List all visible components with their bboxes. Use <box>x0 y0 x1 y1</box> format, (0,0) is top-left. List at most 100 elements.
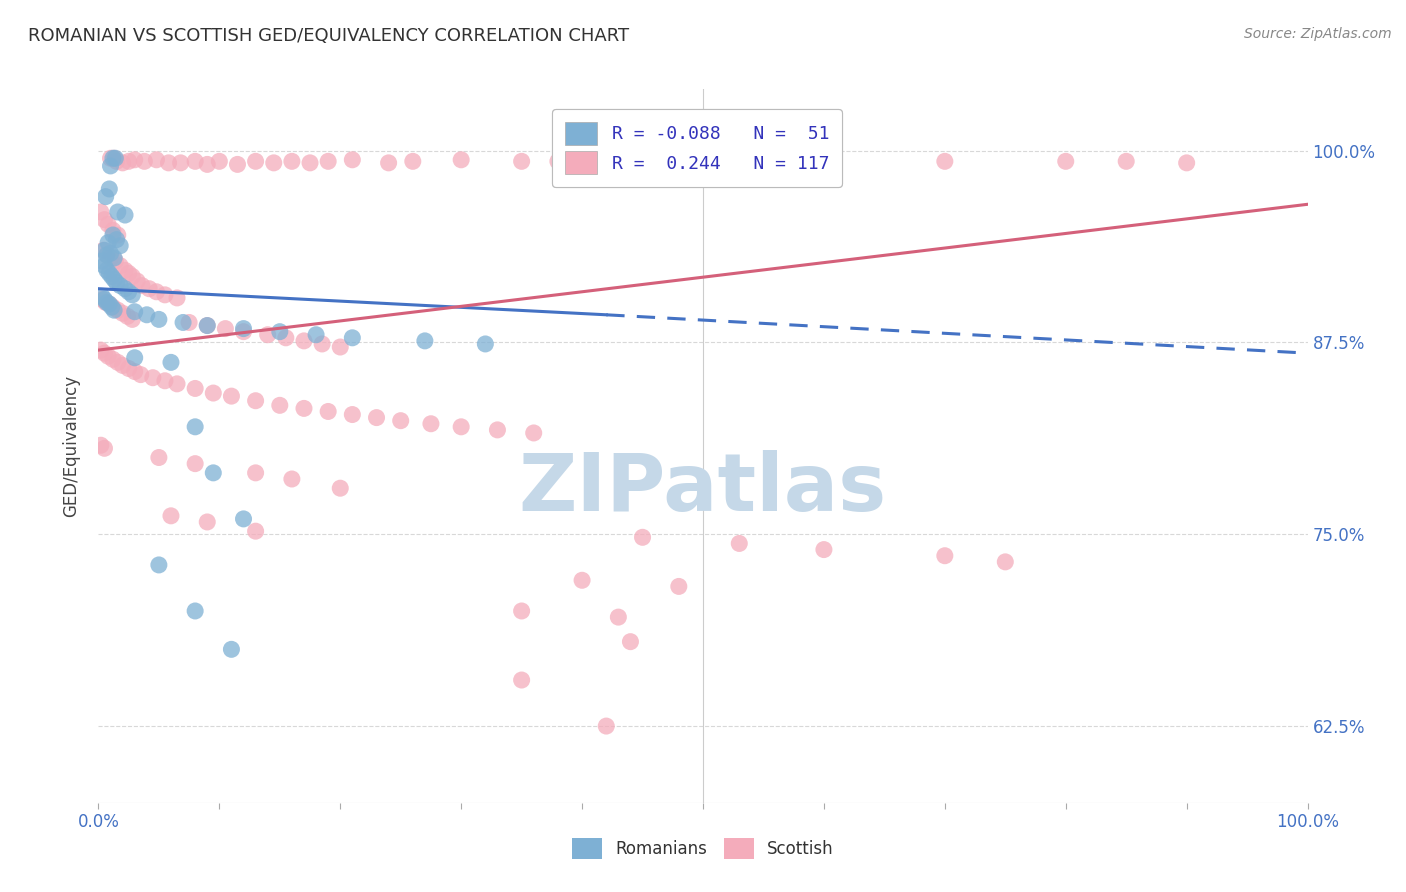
Point <box>97 217 120 231</box>
Point <box>166 291 188 305</box>
Text: ROMANIAN VS SCOTTISH GED/EQUIVALENCY CORRELATION CHART: ROMANIAN VS SCOTTISH GED/EQUIVALENCY COR… <box>28 27 630 45</box>
Point <box>96 248 118 262</box>
Point <box>108 259 131 273</box>
Point <box>94 189 117 203</box>
Point <box>98 297 121 311</box>
Point <box>138 282 160 296</box>
Point <box>105 154 128 169</box>
Point <box>91 254 114 268</box>
Point <box>1175 156 1198 170</box>
Point <box>131 278 153 293</box>
Point <box>121 312 143 326</box>
Y-axis label: GED/Equivalency: GED/Equivalency <box>62 375 80 517</box>
Point <box>226 157 249 171</box>
Point <box>221 642 243 657</box>
Point <box>934 154 956 169</box>
Point <box>160 355 183 369</box>
Point <box>402 154 425 169</box>
Point <box>124 304 146 318</box>
Point <box>101 151 124 165</box>
Point <box>269 325 291 339</box>
Point <box>124 351 146 365</box>
Point <box>101 227 124 242</box>
Point <box>145 153 167 167</box>
Point <box>118 285 141 299</box>
Point <box>107 355 129 369</box>
Point <box>292 401 315 416</box>
Point <box>619 634 641 648</box>
Point <box>97 235 120 250</box>
Point <box>413 334 436 348</box>
Point <box>118 266 141 280</box>
Point <box>153 288 176 302</box>
Point <box>107 205 129 219</box>
Legend: Romanians, Scottish: Romanians, Scottish <box>565 831 841 866</box>
Text: Source: ZipAtlas.com: Source: ZipAtlas.com <box>1244 27 1392 41</box>
Point <box>1054 154 1077 169</box>
Point <box>118 154 141 169</box>
Point <box>103 272 125 286</box>
Point <box>202 466 225 480</box>
Point <box>195 318 218 333</box>
Point <box>91 244 114 258</box>
Point <box>98 266 121 280</box>
Point <box>292 334 315 348</box>
Point <box>813 156 835 170</box>
Point <box>342 331 364 345</box>
Point <box>316 404 339 418</box>
Point <box>153 374 176 388</box>
Point <box>129 368 152 382</box>
Point <box>111 306 134 320</box>
Point <box>179 316 201 330</box>
Point <box>114 208 136 222</box>
Point <box>96 295 118 310</box>
Point <box>195 515 218 529</box>
Point <box>184 154 207 169</box>
Point <box>107 227 129 242</box>
Point <box>813 542 835 557</box>
Point <box>214 321 236 335</box>
Point <box>114 282 136 296</box>
Point <box>105 233 128 247</box>
Point <box>135 308 157 322</box>
Point <box>111 156 134 170</box>
Point <box>100 151 122 165</box>
Point <box>117 310 139 324</box>
Point <box>90 438 112 452</box>
Point <box>145 285 167 299</box>
Point <box>169 156 191 170</box>
Point <box>148 450 170 465</box>
Point <box>232 321 254 335</box>
Point <box>114 263 136 277</box>
Point <box>103 151 125 165</box>
Point <box>221 389 243 403</box>
Point <box>103 303 125 318</box>
Point <box>93 244 115 258</box>
Point <box>245 466 267 480</box>
Point <box>281 472 304 486</box>
Point <box>571 574 593 588</box>
Point <box>134 154 156 169</box>
Point <box>510 673 533 687</box>
Point <box>316 154 339 169</box>
Point <box>124 365 146 379</box>
Point <box>127 274 149 288</box>
Point <box>547 154 569 169</box>
Point <box>994 555 1017 569</box>
Point <box>184 604 207 618</box>
Point <box>93 442 115 456</box>
Point <box>595 157 617 171</box>
Point <box>631 530 654 544</box>
Point <box>366 410 388 425</box>
Point <box>728 536 751 550</box>
Point <box>311 337 333 351</box>
Text: ZIPatlas: ZIPatlas <box>519 450 887 528</box>
Point <box>184 457 207 471</box>
Point <box>101 352 124 367</box>
Point <box>166 376 188 391</box>
Point <box>389 414 412 428</box>
Point <box>299 156 322 170</box>
Point <box>100 300 122 314</box>
Point <box>91 289 114 303</box>
Point <box>486 423 509 437</box>
